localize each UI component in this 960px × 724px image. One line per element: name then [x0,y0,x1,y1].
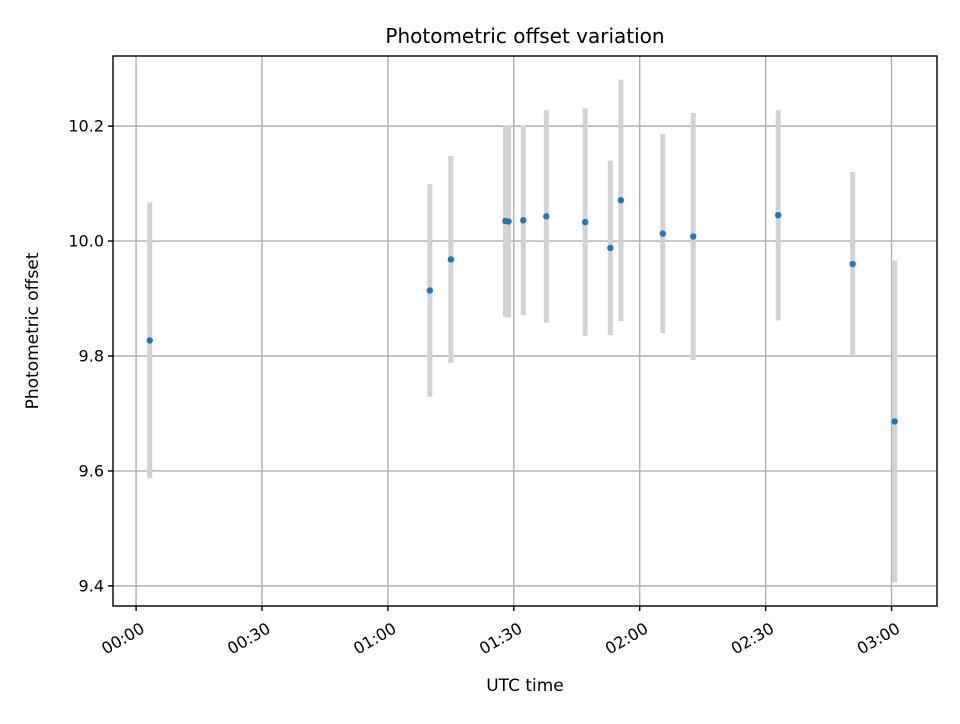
y-tick-label: 9.4 [79,576,104,595]
data-point [426,287,434,294]
data-point [690,233,697,240]
data-point [447,256,455,263]
y-tick-label: 9.8 [79,347,104,366]
data-point [146,337,153,344]
y-axis-label: Photometric offset [23,252,43,409]
data-point [891,418,898,425]
grid [113,56,937,606]
data-point [617,197,625,204]
data-point [659,230,666,237]
data-point [607,244,614,252]
data-point [505,218,512,225]
plot-frame [112,55,938,607]
data-point [543,213,550,220]
x-axis-label: UTC time [486,676,564,696]
data-point [849,260,856,268]
data-point [581,218,589,226]
data-point [775,211,782,219]
data-points [146,197,898,425]
y-tick-label: 9.6 [79,462,104,481]
data-point [520,217,527,224]
chart-title: Photometric offset variation [385,24,664,48]
y-tick-label: 10.2 [68,117,104,136]
y-tick-label: 10.0 [68,232,104,251]
